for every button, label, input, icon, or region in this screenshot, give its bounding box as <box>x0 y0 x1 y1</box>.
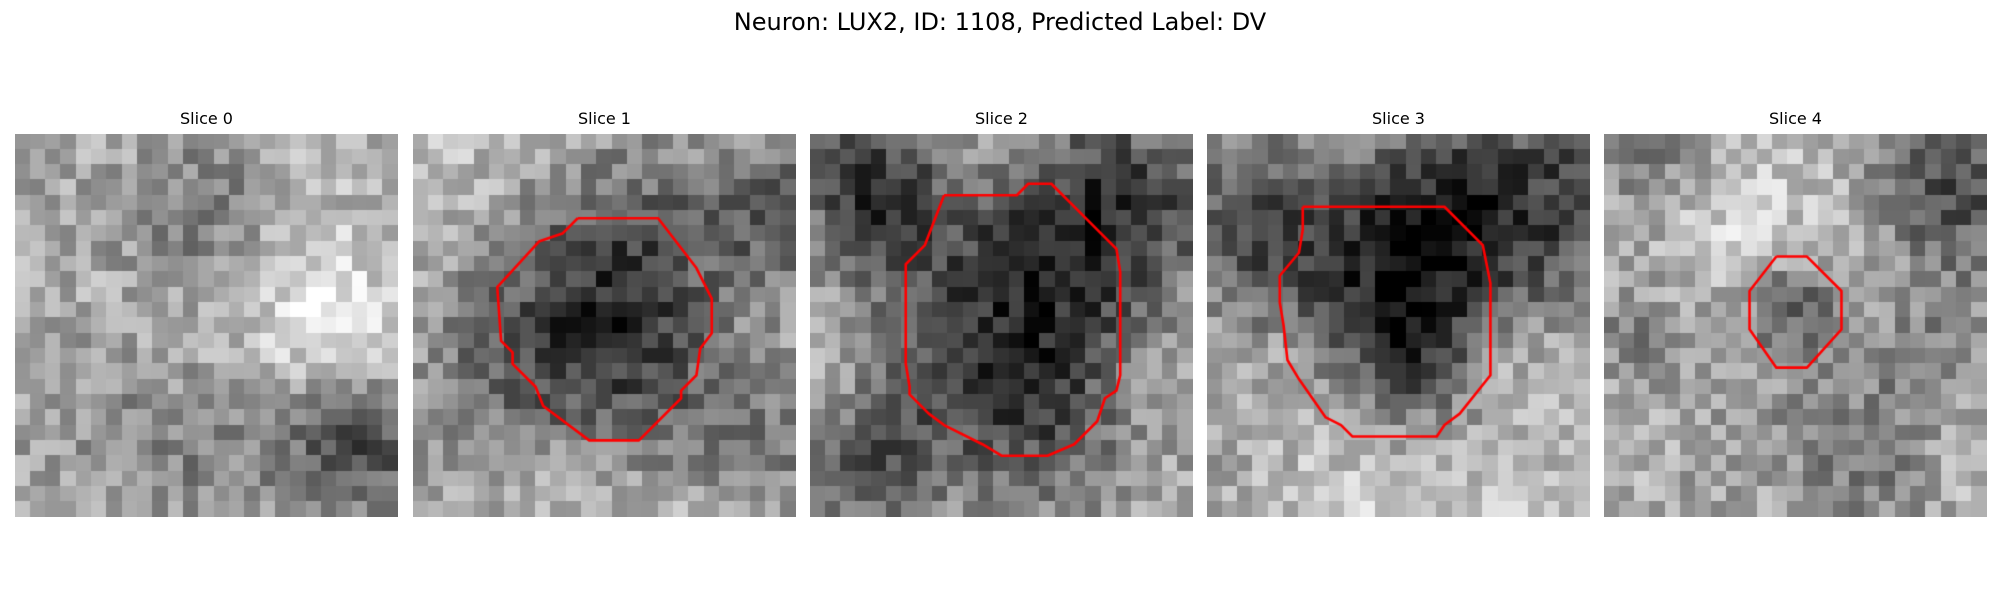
microscopy-slice-image <box>810 134 1193 517</box>
panel-title: Slice 1 <box>578 109 631 128</box>
panel-title: Slice 4 <box>1769 109 1822 128</box>
microscopy-slice-image <box>15 134 398 517</box>
microscopy-slice-image <box>1604 134 1987 517</box>
panel-title: Slice 3 <box>1372 109 1425 128</box>
microscopy-slice-image <box>413 134 796 517</box>
figure-title: Neuron: LUX2, ID: 1108, Predicted Label:… <box>733 8 1267 36</box>
panel-title: Slice 2 <box>975 109 1028 128</box>
microscopy-slice-image <box>1207 134 1590 517</box>
panel-title: Slice 0 <box>180 109 233 128</box>
